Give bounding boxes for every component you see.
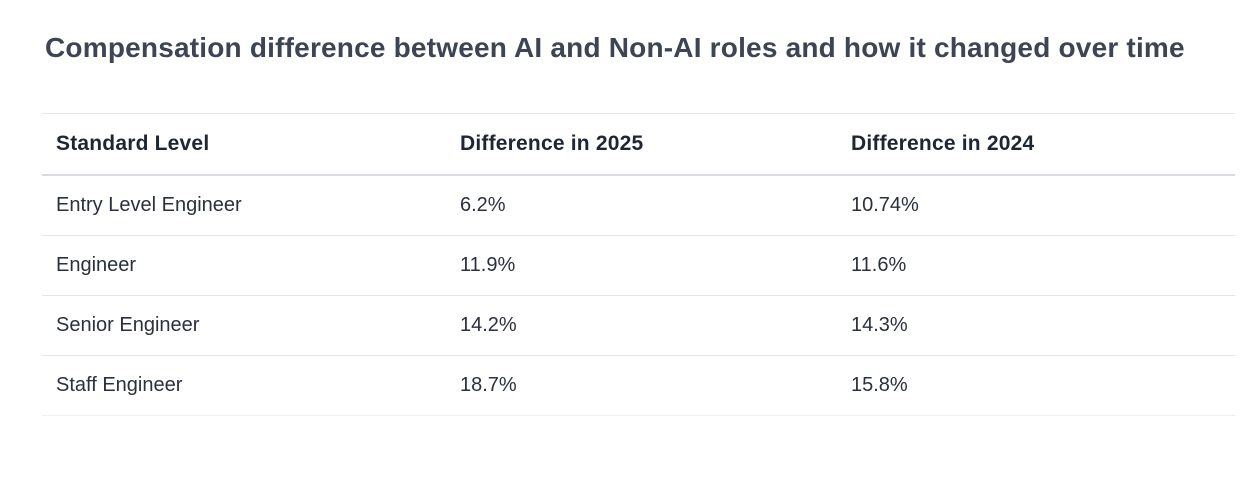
table-header-row: Standard Level Difference in 2025 Differ… bbox=[42, 113, 1235, 176]
diff-2024-cell: 15.8% bbox=[837, 355, 1235, 416]
diff-2025-cell: 18.7% bbox=[446, 355, 837, 416]
table-header: Standard Level Difference in 2025 Differ… bbox=[42, 113, 1235, 176]
level-cell: Engineer bbox=[42, 235, 446, 296]
diff-2024-cell: 11.6% bbox=[837, 235, 1235, 296]
diff-2025-cell: 6.2% bbox=[446, 175, 837, 236]
table-row: Engineer 11.9% 11.6% bbox=[42, 235, 1235, 296]
page-title: Compensation difference between AI and N… bbox=[45, 32, 1185, 63]
diff-2024-cell: 10.74% bbox=[837, 175, 1235, 236]
level-cell: Staff Engineer bbox=[42, 355, 446, 416]
column-header-standard-level: Standard Level bbox=[42, 113, 446, 176]
column-header-difference-2025: Difference in 2025 bbox=[446, 113, 837, 176]
column-header-difference-2024: Difference in 2024 bbox=[837, 113, 1235, 176]
page: Compensation difference between AI and N… bbox=[42, 32, 1235, 416]
level-cell: Senior Engineer bbox=[42, 295, 446, 356]
table-row: Staff Engineer 18.7% 15.8% bbox=[42, 355, 1235, 416]
compensation-table: Standard Level Difference in 2025 Differ… bbox=[42, 113, 1235, 416]
table-row: Entry Level Engineer 6.2% 10.74% bbox=[42, 175, 1235, 236]
table-row: Senior Engineer 14.2% 14.3% bbox=[42, 295, 1235, 356]
table-body: Entry Level Engineer 6.2% 10.74% Engineer 11… bbox=[42, 175, 1235, 416]
diff-2025-cell: 11.9% bbox=[446, 235, 837, 296]
compensation-table-container: Standard Level Difference in 2025 Differ… bbox=[42, 113, 1235, 416]
level-cell: Entry Level Engineer bbox=[42, 175, 446, 236]
diff-2025-cell: 14.2% bbox=[446, 295, 837, 356]
diff-2024-cell: 14.3% bbox=[837, 295, 1235, 356]
